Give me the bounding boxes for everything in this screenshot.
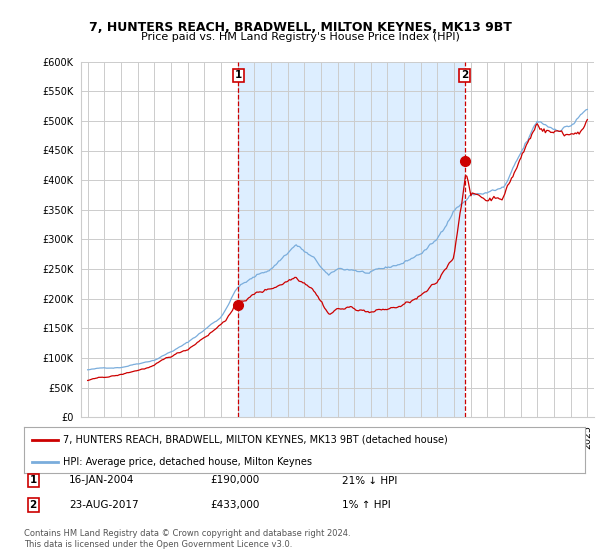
Text: 2: 2	[461, 71, 469, 81]
Text: 1: 1	[29, 475, 37, 486]
Text: 7, HUNTERS REACH, BRADWELL, MILTON KEYNES, MK13 9BT (detached house): 7, HUNTERS REACH, BRADWELL, MILTON KEYNE…	[63, 435, 448, 445]
Text: HPI: Average price, detached house, Milton Keynes: HPI: Average price, detached house, Milt…	[63, 457, 312, 466]
Text: Contains HM Land Registry data © Crown copyright and database right 2024.
This d: Contains HM Land Registry data © Crown c…	[24, 529, 350, 549]
Text: 2: 2	[29, 500, 37, 510]
Text: £433,000: £433,000	[210, 500, 259, 510]
Text: 1% ↑ HPI: 1% ↑ HPI	[342, 500, 391, 510]
Text: £190,000: £190,000	[210, 475, 259, 486]
Text: 1: 1	[235, 71, 242, 81]
Text: 16-JAN-2004: 16-JAN-2004	[69, 475, 134, 486]
Text: Price paid vs. HM Land Registry's House Price Index (HPI): Price paid vs. HM Land Registry's House …	[140, 32, 460, 43]
Text: 7, HUNTERS REACH, BRADWELL, MILTON KEYNES, MK13 9BT: 7, HUNTERS REACH, BRADWELL, MILTON KEYNE…	[89, 21, 511, 34]
Text: 21% ↓ HPI: 21% ↓ HPI	[342, 475, 397, 486]
Text: 23-AUG-2017: 23-AUG-2017	[69, 500, 139, 510]
Bar	[238, 62, 465, 417]
